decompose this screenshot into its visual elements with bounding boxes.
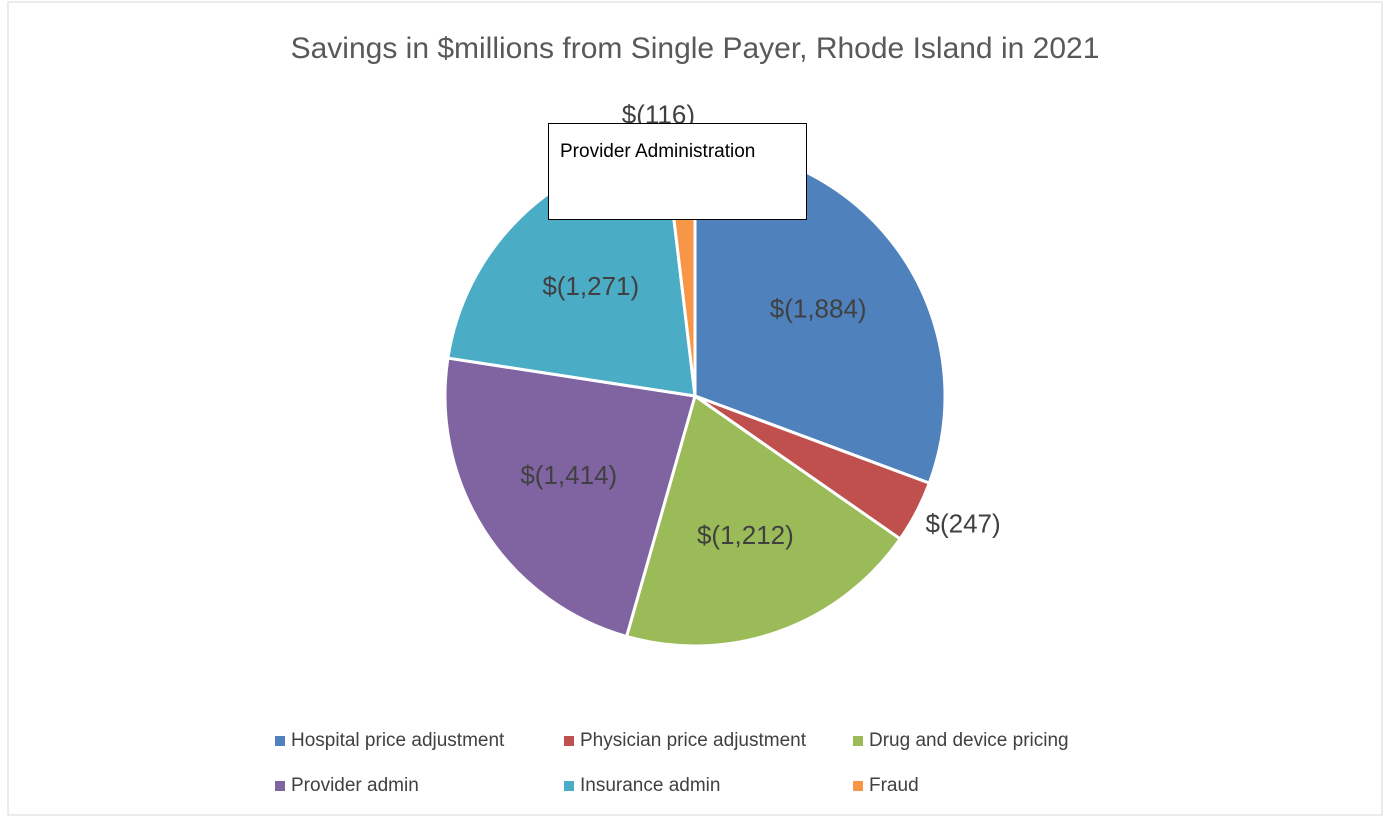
data-label: $(247) [925, 509, 1000, 539]
annotation: Provider Administration [560, 141, 756, 162]
legend-swatch [564, 736, 574, 746]
legend-swatch [853, 781, 863, 791]
pie-slice [443, 356, 697, 639]
data-label: $(1,414) [520, 460, 617, 490]
legend-swatch [275, 781, 285, 791]
legend-swatch [853, 736, 863, 746]
legend-label: Hospital price adjustment [291, 730, 505, 751]
data-label: $(1,884) [770, 293, 867, 323]
legend-label: Fraud [869, 775, 919, 796]
legend-swatch [564, 781, 574, 791]
data-label: $(1,212) [697, 520, 794, 550]
annotation-box: Provider Administration [548, 123, 807, 220]
legend: Hospital price adjustment Physician price… [275, 730, 1069, 796]
chart-title: Savings in $millions from Single Payer, … [291, 32, 1100, 65]
legend-label: Drug and device pricing [869, 730, 1069, 751]
data-label: $(1,271) [542, 271, 639, 301]
legend-label: Insurance admin [580, 775, 720, 796]
pie-slice [624, 393, 903, 648]
legend-label: Physician price adjustment [580, 730, 807, 751]
legend-label: Provider admin [291, 775, 419, 796]
legend-swatch [275, 736, 285, 746]
